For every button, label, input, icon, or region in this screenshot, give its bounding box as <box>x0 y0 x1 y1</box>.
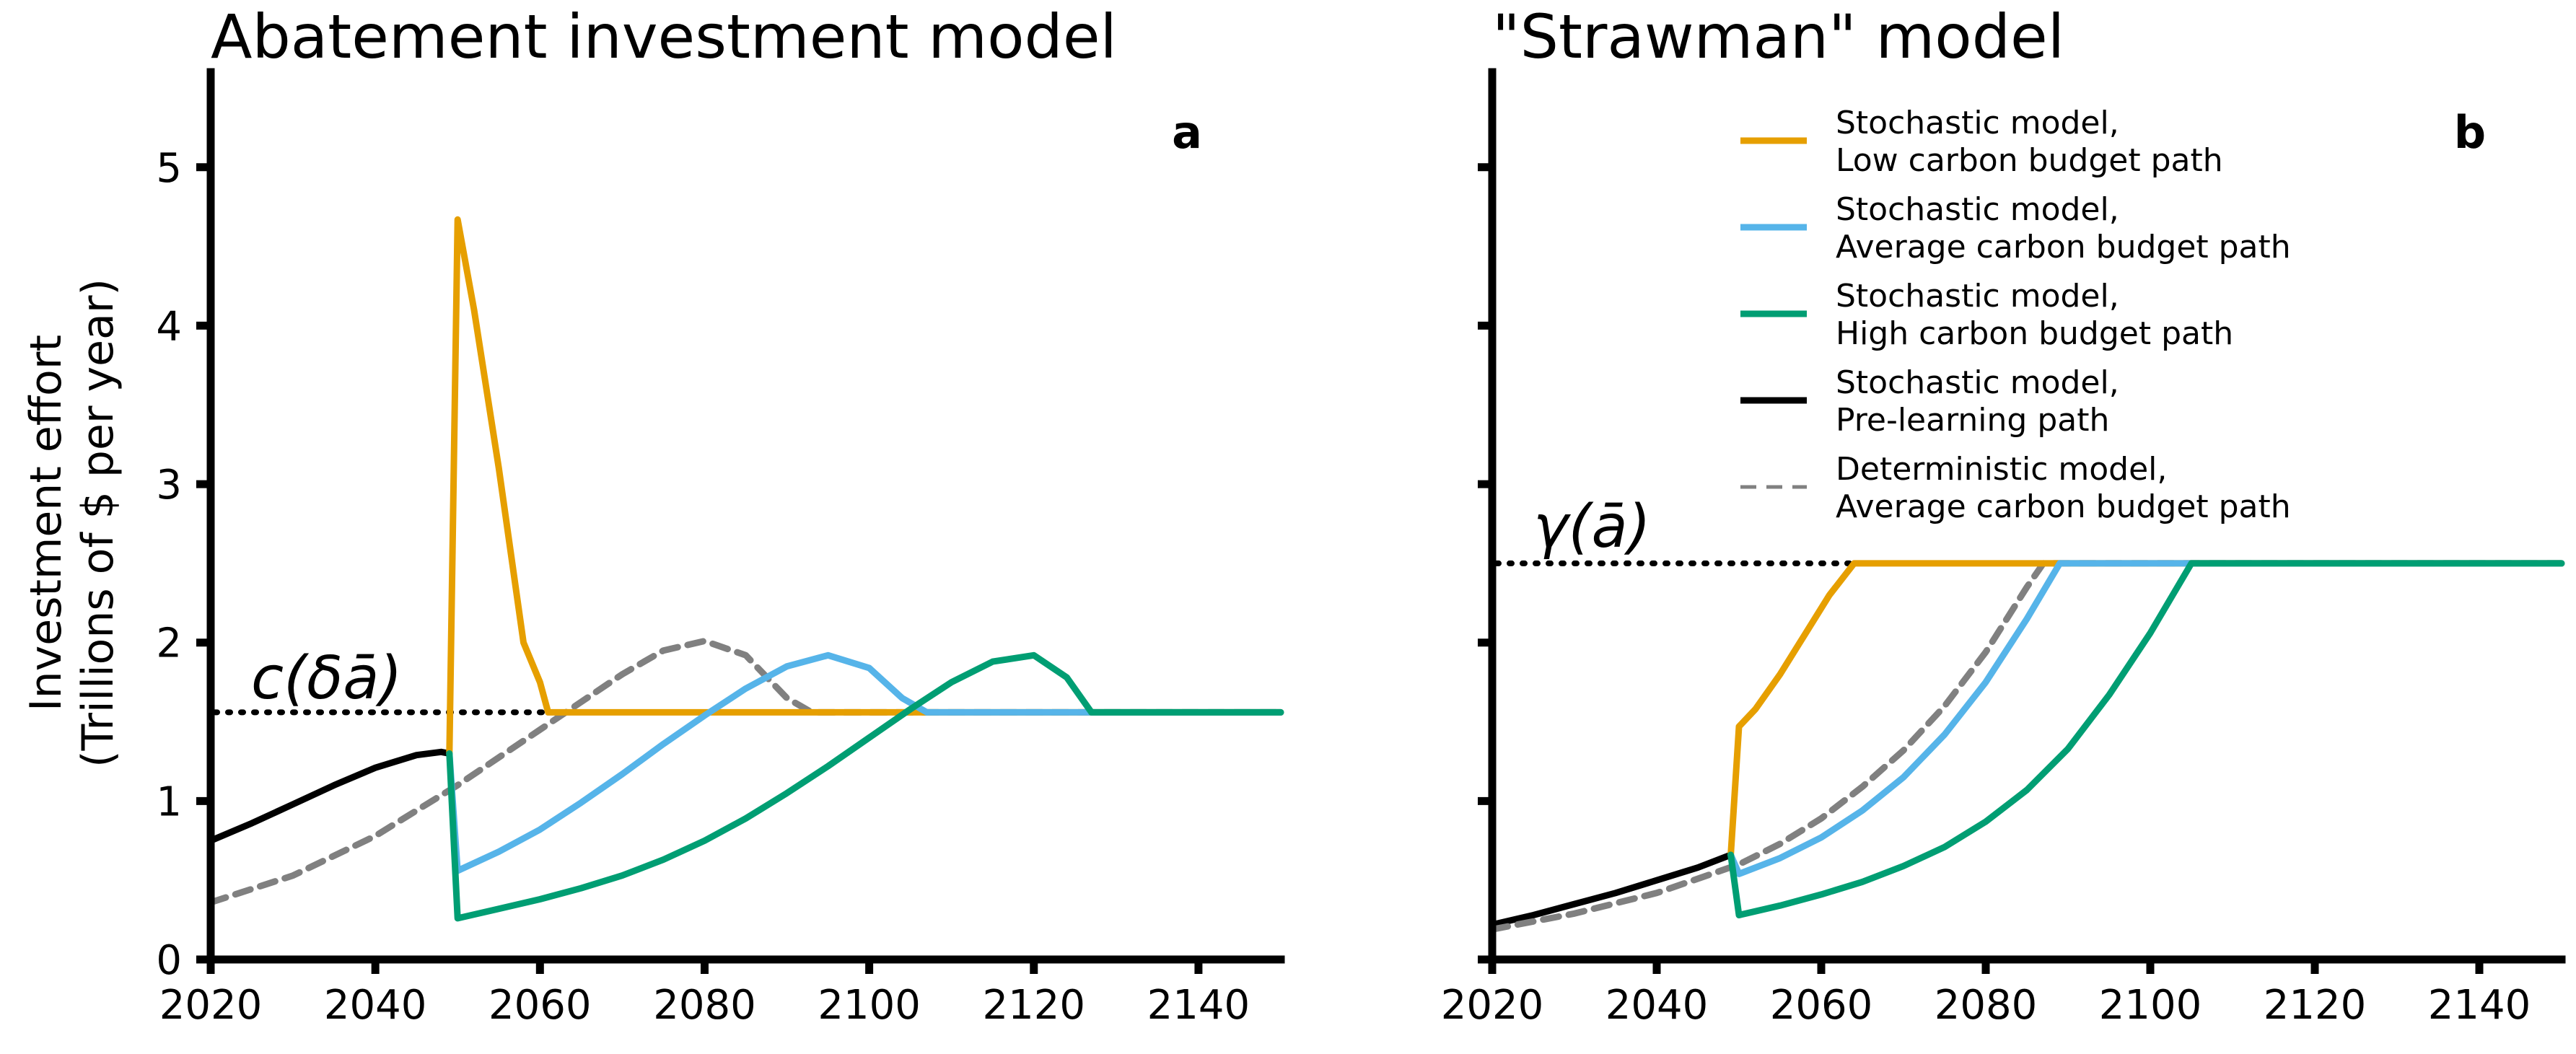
x-tick-label: 2060 <box>489 982 592 1029</box>
series-high-line <box>446 651 1284 922</box>
panel-b: "Strawman" model b 2020 2040 2060 2080 2100 2… <box>1441 1 2566 1029</box>
legend-label-average: Average carbon budget path <box>1836 229 2291 265</box>
series-pre-line <box>1489 851 1735 928</box>
x-tick-label: 2100 <box>2099 982 2202 1029</box>
panel-a-x-ticks: 2020 2040 2060 2080 2100 2120 2140 <box>159 959 1250 1029</box>
panel-a-plot-area <box>206 68 1285 964</box>
y-tick-label: 1 <box>156 778 182 825</box>
panel-b-y-ticks <box>1478 163 1492 964</box>
legend-label-low: Stochastic model, <box>1836 105 2119 141</box>
panel-b-x-ticks: 2020 2040 2060 2080 2100 2120 2140 <box>1441 959 2531 1029</box>
legend-label-deterministic: Average carbon budget path <box>1836 488 2291 525</box>
x-tick-label: 2060 <box>1770 982 1873 1029</box>
x-tick-label: 2120 <box>2264 982 2367 1029</box>
legend: Stochastic model,Low carbon budget pathS… <box>1740 105 2291 525</box>
x-tick-label: 2020 <box>1441 982 1544 1029</box>
series-average-line <box>1727 560 2565 877</box>
legend-label-pre: Pre-learning path <box>1836 402 2109 439</box>
y-tick-label: 4 <box>156 303 182 350</box>
panel-b-plot-area <box>1488 68 2566 964</box>
legend-label-deterministic: Deterministic model, <box>1836 451 2167 488</box>
legend-label-high: High carbon budget path <box>1836 315 2233 352</box>
series-high-line <box>1727 560 2565 918</box>
legend-label-average: Stochastic model, <box>1836 191 2119 228</box>
x-tick-label: 2140 <box>2428 982 2531 1029</box>
panel-b-letter: b <box>2454 106 2486 159</box>
legend-label-high: Stochastic model, <box>1836 278 2119 315</box>
x-tick-label: 2080 <box>1935 982 2038 1029</box>
panel-a-y-ticks: 0 1 2 3 4 5 <box>156 145 211 984</box>
y-tick-label: 2 <box>156 620 182 667</box>
x-tick-label: 2020 <box>159 982 263 1029</box>
legend-label-pre: Stochastic model, <box>1836 364 2119 401</box>
y-tick-label: 3 <box>156 462 182 509</box>
x-tick-label: 2080 <box>653 982 756 1029</box>
series-low-line <box>446 216 1284 757</box>
x-tick-label: 2040 <box>1605 982 1709 1029</box>
x-tick-label: 2040 <box>324 982 427 1029</box>
panel-a-title: Abatement investment model <box>211 1 1117 72</box>
panel-a-letter: a <box>1172 106 1202 159</box>
x-tick-label: 2100 <box>818 982 921 1029</box>
x-tick-label: 2140 <box>1147 982 1250 1029</box>
series-average-line <box>446 651 1284 874</box>
panel-b-title: "Strawman" model <box>1492 1 2064 72</box>
y-tick-label: 5 <box>156 145 182 192</box>
panel-b-annotation: γ(ā) <box>1533 493 1651 561</box>
y-tick-label: 0 <box>156 937 182 984</box>
y-axis-label-line-1: Investment effort <box>21 335 71 711</box>
y-axis-label-line-2: (Trillions of $ per year) <box>73 278 123 768</box>
series-low-line <box>1727 560 2565 858</box>
panel-a: Abatement investment model a 2020 2040 206… <box>156 1 1285 1029</box>
panel-a-annotation: c(δā) <box>251 644 402 713</box>
x-tick-label: 2120 <box>983 982 1086 1029</box>
series-deterministic-line <box>1489 560 2565 933</box>
series-pre-line <box>207 748 453 844</box>
y-axis-label: Investment effort (Trillions of $ per ye… <box>21 278 123 768</box>
legend-label-low: Low carbon budget path <box>1836 142 2223 179</box>
